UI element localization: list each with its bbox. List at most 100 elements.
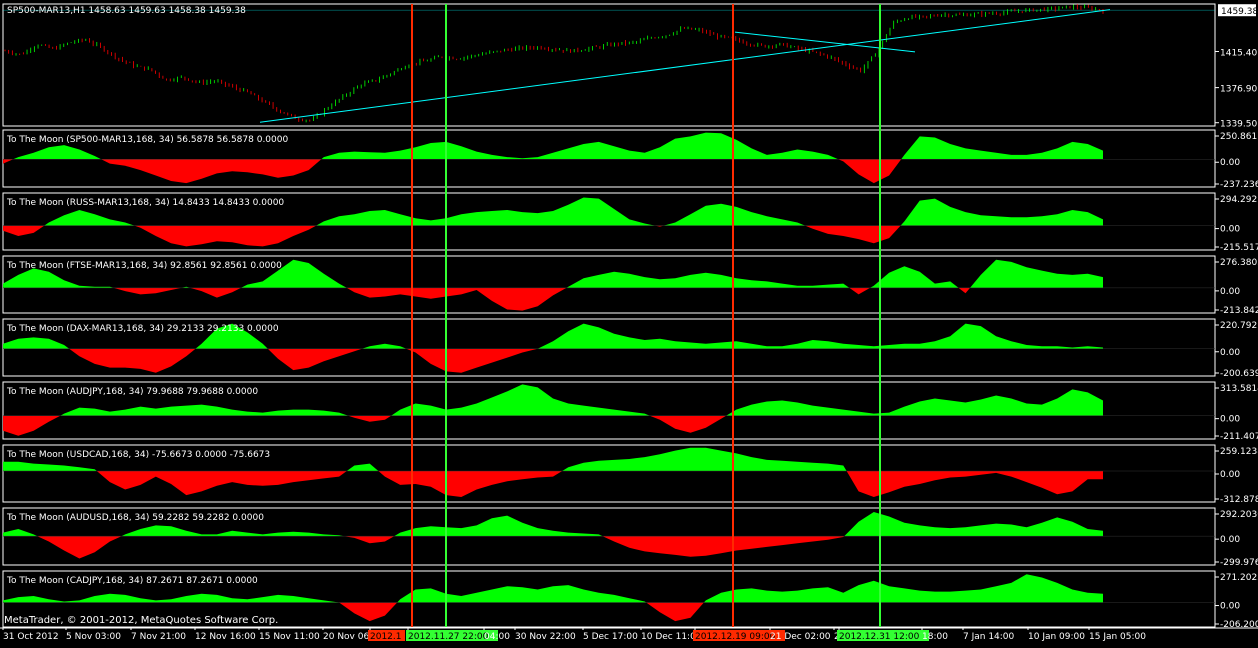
indicator-negative-area — [838, 159, 902, 184]
indicator-positive-area — [663, 203, 806, 226]
indicator-panel-frame — [2, 444, 1216, 503]
indicator-y-tick-label: 0.00 — [1220, 470, 1240, 480]
indicator-y-tick-label: -206.2000 — [1220, 620, 1258, 630]
indicator-positive-area — [3, 268, 114, 288]
indicator-y-tick-label: 0.00 — [1220, 348, 1240, 358]
indicator-y-tick-label: -211.4070 — [1220, 432, 1258, 442]
highlighted-time-label-bg — [837, 630, 929, 641]
highlighted-time-label-bg — [368, 630, 405, 641]
main-chart-title: SP500-MAR13,H1 1458.63 1459.63 1458.38 1… — [7, 6, 246, 16]
indicator-title: To The Moon (DAX-MAR13,168, 34) 29.2133 … — [6, 324, 279, 334]
indicator-y-tick-label: 0.00 — [1220, 158, 1240, 168]
y-tick-label: 1415.40 — [1220, 48, 1257, 58]
indicator-positive-area — [562, 447, 847, 471]
indicator-negative-area — [805, 225, 901, 244]
indicator-positive-area — [537, 323, 1103, 349]
time-axis-label: 5 Dec 17:00 — [583, 632, 638, 642]
indicator-positive-area — [970, 259, 1103, 288]
time-axis-label: 10 Jan 09:00 — [1028, 632, 1085, 642]
indicator-negative-area — [339, 602, 398, 622]
indicator-positive-area — [181, 286, 191, 288]
highlighted-time-label: 2012.1 — [370, 632, 402, 642]
indicator-negative-area — [406, 348, 538, 373]
indicator-positive-area — [900, 198, 1103, 226]
indicator-positive-area — [394, 515, 603, 537]
indicator-positive-area — [240, 259, 347, 288]
indicator-y-tick-label: 0.00 — [1220, 602, 1240, 612]
indicator-positive-area — [726, 389, 1103, 416]
indicator-y-tick-label: 220.792 — [1220, 321, 1257, 331]
indicator-positive-area — [844, 512, 1103, 537]
indicator-y-tick-label: 313.5814 — [1220, 384, 1258, 394]
indicator-y-tick-label: 276.3803 — [1220, 258, 1258, 268]
resistance-trendline[interactable] — [734, 31, 916, 53]
indicator-y-tick-label: -237.236 — [1220, 180, 1258, 190]
indicator-positive-area — [3, 529, 38, 537]
indicator-positive-area — [13, 145, 102, 160]
indicator-negative-area — [649, 415, 727, 433]
indicator-y-tick-label: -213.8420 — [1220, 306, 1258, 316]
indicator-positive-area — [195, 323, 268, 349]
highlighted-time-label-bg — [693, 630, 785, 641]
current-price-label-bg — [1218, 4, 1256, 17]
indicator-panel-frame — [2, 381, 1216, 440]
indicator-y-tick-label: 271.2025 — [1220, 573, 1258, 583]
support-trendline[interactable] — [259, 9, 1111, 123]
time-axis-label: 20 Nov 06:00 — [323, 632, 384, 642]
indicator-y-tick-label: -299.9760 — [1220, 558, 1258, 568]
indicator-panel-frame — [2, 507, 1216, 566]
current-price-label: 1459.38 — [1221, 7, 1258, 17]
y-tick-label: 1339.50 — [1220, 120, 1257, 130]
indicator-y-tick-label: -215.5177 — [1220, 243, 1258, 253]
time-axis-label: 18:00 — [922, 632, 948, 642]
y-tick-label: 1376.90 — [1220, 85, 1257, 95]
indicator-negative-area — [190, 287, 241, 298]
indicator-negative-area — [846, 471, 1103, 497]
time-axis-label: 2 — [834, 632, 840, 642]
indicator-y-tick-label: 0.00 — [1220, 225, 1240, 235]
indicator-negative-area — [96, 471, 347, 496]
indicator-negative-area — [267, 348, 362, 371]
indicator-positive-area — [3, 337, 70, 349]
indicator-positive-area — [397, 585, 647, 603]
indicator-negative-area — [69, 348, 196, 373]
indicator-negative-area — [37, 536, 122, 559]
indicator-positive-area — [870, 266, 959, 288]
indicator-negative-area — [602, 536, 845, 557]
indicator-positive-area — [121, 525, 345, 537]
time-axis-label: 21 Dec 02:00 — [770, 632, 831, 642]
indicator-panel-frame — [2, 192, 1216, 251]
time-axis-label: 15 Jan 05:00 — [1089, 632, 1146, 642]
indicator-y-tick-label: -200.639 — [1220, 369, 1258, 379]
indicator-positive-area — [321, 132, 839, 160]
indicator-title: To The Moon (SP500-MAR13,168, 34) 56.587… — [6, 135, 288, 145]
time-axis-label: 04:00 — [484, 632, 510, 642]
indicator-y-tick-label: 250.8617 — [1220, 132, 1258, 142]
indicator-y-tick-label: 292.2036 — [1220, 510, 1258, 520]
indicator-negative-area — [3, 415, 61, 436]
indicator-title: To The Moon (FTSE-MAR13,168, 34) 92.8561… — [6, 261, 282, 271]
indicator-negative-area — [344, 536, 395, 544]
indicator-negative-area — [654, 225, 664, 227]
indicator-negative-area — [646, 602, 704, 622]
indicator-negative-area — [378, 471, 563, 497]
indicator-positive-area — [3, 593, 340, 603]
indicator-negative-area — [101, 159, 322, 184]
time-axis-label: 12 Nov 16:00 — [195, 632, 256, 642]
indicator-positive-area — [362, 343, 407, 349]
indicator-negative-area — [3, 159, 14, 164]
indicator-y-tick-label: 294.292 — [1220, 195, 1257, 205]
indicator-y-tick-label: 0.00 — [1220, 415, 1240, 425]
indicator-positive-area — [3, 461, 97, 471]
indicator-title: To The Moon (CADJPY,168, 34) 87.2671 87.… — [6, 576, 258, 586]
time-axis-label: 7 Nov 21:00 — [131, 632, 186, 642]
indicator-positive-area — [44, 210, 135, 226]
highlighted-time-label: 2012.12.19 09:00 — [695, 632, 776, 642]
highlighted-time-label: 2012.11.27 22:00 — [408, 632, 489, 642]
highlighted-time-label-bg — [406, 630, 498, 641]
indicator-title: To The Moon (AUDJPY,168, 34) 79.9688 79.… — [6, 387, 258, 397]
indicator-negative-area — [348, 415, 392, 422]
